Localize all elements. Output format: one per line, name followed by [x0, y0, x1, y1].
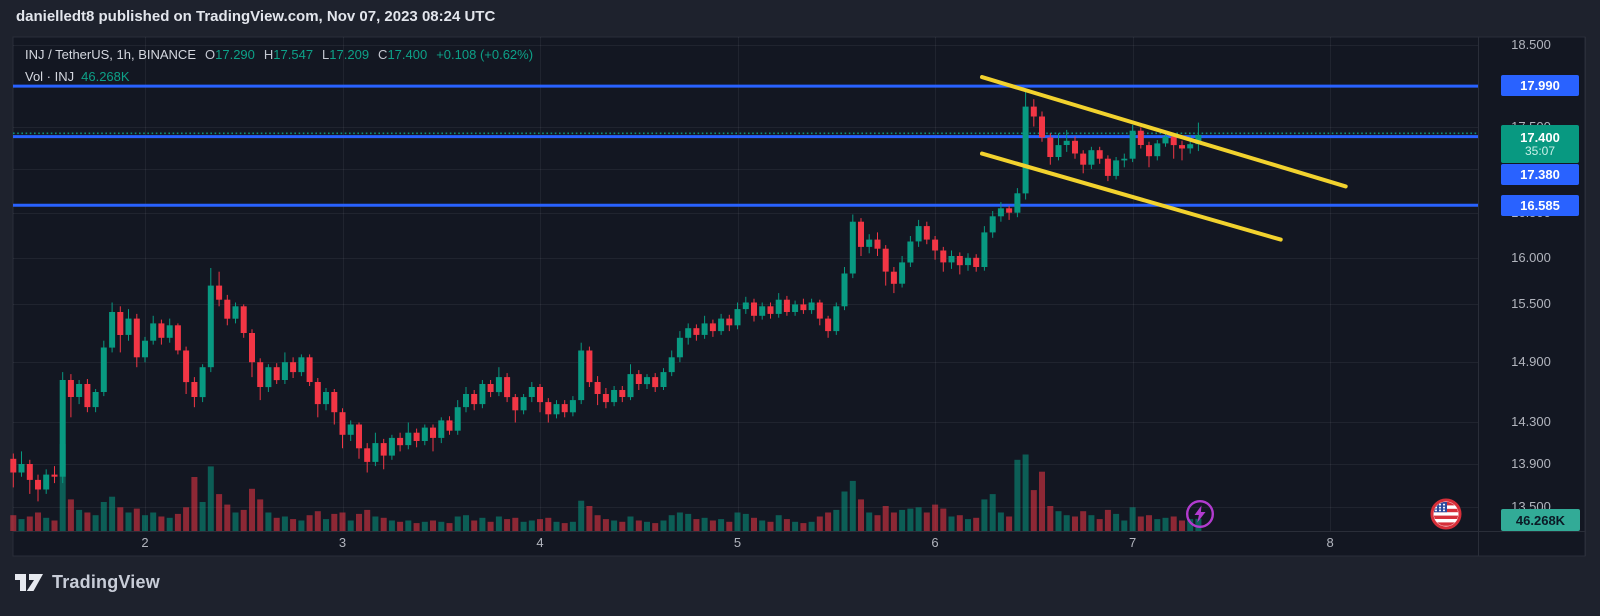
bar-countdown: 35:07	[1524, 144, 1556, 158]
symbol-title: INJ / TetherUS, 1h, BINANCE	[25, 47, 196, 62]
price-badge-17990: 17.990	[1501, 75, 1579, 96]
volume-value: 46.268K	[81, 69, 130, 84]
time-axis-label-7: 7	[1128, 535, 1137, 550]
price-badge-17380: 17.380	[1501, 164, 1579, 185]
price-axis-label-15.500: 15.500	[1511, 296, 1551, 312]
published-bar: danielledt8 published on TradingView.com…	[16, 8, 496, 25]
price-axis-label-18.500: 18.500	[1511, 37, 1551, 53]
price-badge-16585-text: 16.585	[1520, 198, 1560, 213]
close-label: C	[378, 47, 388, 62]
high-label: H	[263, 47, 274, 62]
us-flag-icon[interactable]	[1430, 498, 1462, 530]
volume-axis-badge: 46.268K	[1501, 509, 1580, 531]
price-badge-16585: 16.585	[1501, 195, 1579, 216]
tradingview-logo-mark	[15, 574, 43, 591]
volume-label: Vol · INJ	[25, 69, 75, 84]
time-axis-label-2: 2	[141, 535, 149, 550]
tradingview-logo-text: TradingView	[52, 571, 160, 592]
close-value: 17.400	[387, 47, 428, 62]
open-value: 17.290	[215, 47, 255, 62]
time-axis-label-4: 4	[536, 535, 544, 550]
time-axis-label-5: 5	[733, 535, 742, 550]
volume-axis-badge-text: 46.268K	[1515, 512, 1566, 528]
change-value: +0.108 (+0.62%)	[436, 47, 534, 62]
low-label: L	[322, 47, 330, 62]
price-badge-17380-text: 17.380	[1520, 167, 1560, 182]
time-axis-label-3: 3	[338, 535, 347, 550]
price-axis-label-13.900: 13.900	[1511, 456, 1551, 472]
symbol-legend[interactable]: INJ / TetherUS, 1h, BINANCE O17.290 H17.54…	[25, 47, 533, 62]
volume-legend[interactable]: Vol · INJ 46.268K	[25, 69, 130, 84]
open-label: O	[205, 47, 216, 62]
last-price-text: 17.400	[1520, 130, 1560, 145]
low-value: 17.209	[329, 47, 370, 62]
price-axis-label-14.300: 14.300	[1511, 414, 1551, 430]
price-axis-label-16.000: 16.000	[1511, 249, 1551, 265]
lightning-icon[interactable]	[1185, 499, 1215, 529]
price-badge-17990-text: 17.990	[1520, 78, 1560, 93]
last-price-badge: 17.400 35:07	[1501, 125, 1579, 163]
time-axis-label-8: 8	[1326, 535, 1334, 550]
price-axis-label-14.900: 14.900	[1511, 354, 1551, 370]
high-value: 17.547	[273, 47, 314, 62]
time-axis-label-6: 6	[931, 535, 939, 550]
tradingview-logo[interactable]: TradingView	[14, 569, 160, 595]
